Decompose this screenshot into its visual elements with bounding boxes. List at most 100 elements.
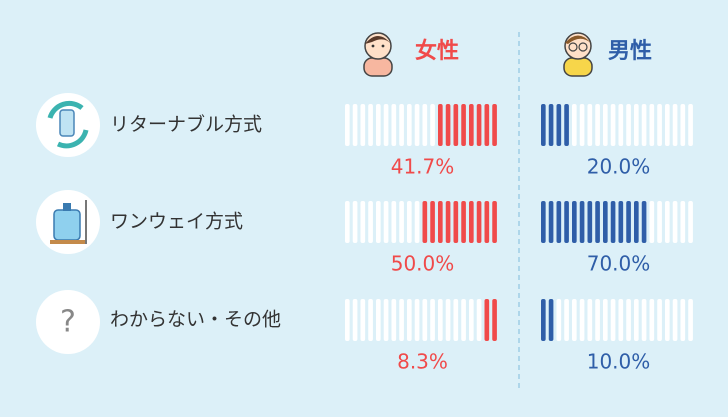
bar-segment [541,201,546,243]
bar-segment [461,201,466,243]
bar-segment [430,201,435,243]
bar-segment [572,104,577,146]
bar-segment [649,299,655,341]
bar-segment [352,104,358,146]
bar-segment [476,299,482,341]
bar-segment [438,104,443,146]
bar-segment [391,201,397,243]
bar-segment [665,201,670,243]
bar-segment [368,299,373,341]
bar-segment [634,299,639,341]
bar-segment [548,104,554,146]
bar-segment [665,104,670,146]
bar-segment [360,104,366,146]
bar-segment [688,299,693,341]
bar-segment [564,201,569,243]
bar-segment [476,201,482,243]
bar-segment [383,299,389,341]
bar-segment [438,201,443,243]
bar-segment [634,201,639,243]
bar-segment [445,201,451,243]
bar-segment [572,299,577,341]
bar-segment [484,299,490,341]
bar-segment [587,299,593,341]
bar-segment [548,201,554,243]
bar-segment [453,299,459,341]
bar-segment [399,201,404,243]
question-icon: ? [36,290,100,354]
bar-segment [641,201,647,243]
bar-segment [399,299,404,341]
bar-segment [383,201,389,243]
recycle-icon [36,93,100,157]
bar-segment [453,104,459,146]
bar-segment [626,201,631,243]
bar-segment [376,299,381,341]
category-label: ワンウェイ方式 [110,211,243,233]
bar [345,299,497,341]
bar [345,104,497,146]
bar-segment [438,299,443,341]
bar-segment [672,299,678,341]
bar-segment [665,299,670,341]
bar-segment [649,104,655,146]
bar-segment [414,299,420,341]
bar-segment [610,299,616,341]
bar-segment [422,201,428,243]
bar-segment [469,104,474,146]
bar-segment [345,299,350,341]
bar-segment [352,201,358,243]
bar-segment [368,201,373,243]
bar [541,104,693,146]
value-label: 20.0% [587,155,651,179]
bar-segment [407,104,412,146]
bar-segment [610,201,616,243]
value-label: 8.3% [397,350,448,374]
bar-segment [649,201,655,243]
bar-segment [445,104,451,146]
bar-segment [422,104,428,146]
bar-segment [657,201,662,243]
svg-text:?: ? [60,305,76,340]
bar-segment [469,299,474,341]
value-label: 70.0% [587,252,651,276]
bar-segment [610,104,616,146]
bar-segment [399,104,404,146]
bar-segment [376,104,381,146]
bar-segment [587,201,593,243]
series-header: 女性 [415,38,459,64]
bar-segment [564,104,569,146]
bar-segment [345,104,350,146]
bar-segment [595,299,600,341]
value-label: 10.0% [587,350,651,374]
bar-segment [595,201,600,243]
bar-segment [345,201,350,243]
bar-segment [626,104,631,146]
bar-segment [657,299,662,341]
bar-segment [556,201,562,243]
bar-segment [572,201,577,243]
bar-segment [626,299,631,341]
female-icon [363,32,393,77]
bar-segment [430,104,435,146]
bar-segment [492,299,497,341]
bar-segment [407,299,412,341]
bar-segment [579,104,585,146]
bar-segment [368,104,373,146]
bar-segment [414,201,420,243]
bar-segment [541,299,546,341]
bar-segment [556,299,562,341]
bar [541,299,693,341]
bar [345,201,497,243]
bar-segment [548,299,554,341]
bar-segment [360,299,366,341]
bar-segment [603,299,608,341]
series-header: 男性 [608,39,652,64]
water-jug-icon [36,190,100,254]
bar-segment [618,201,624,243]
bar-segment [469,201,474,243]
bar-segment [352,299,358,341]
bar-segment [414,104,420,146]
bar-segment [618,299,624,341]
bar-segment [476,104,482,146]
